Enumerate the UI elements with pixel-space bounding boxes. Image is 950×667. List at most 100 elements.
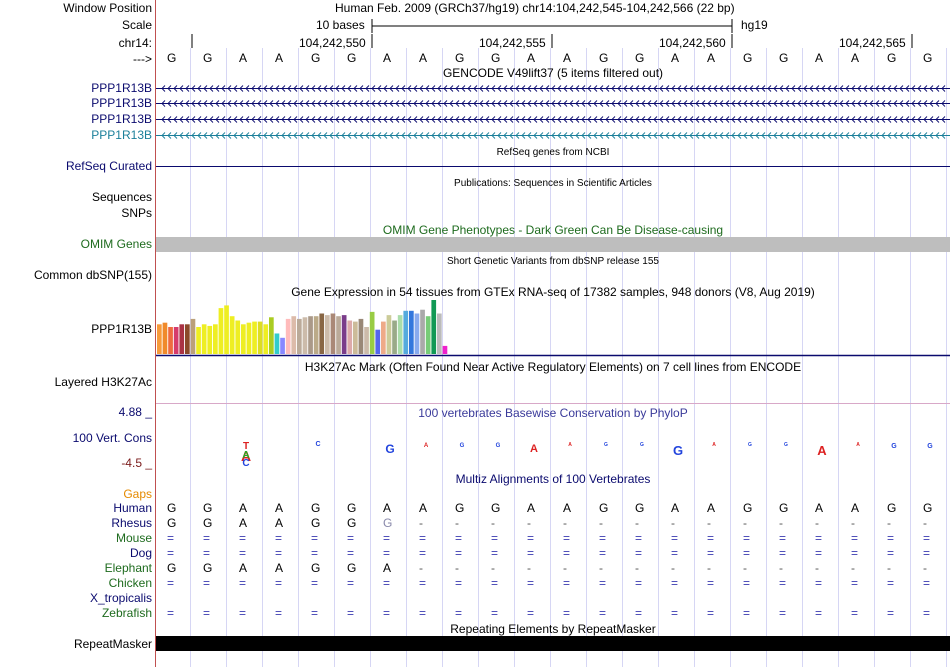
- alignment-base: G: [203, 501, 213, 515]
- alignment-base: -: [635, 516, 639, 530]
- alignment-base: -: [779, 516, 783, 530]
- gtex-tissue-bar: [409, 310, 414, 354]
- alignment-base: =: [527, 546, 535, 560]
- alignment-base: A: [383, 501, 392, 515]
- alignment-base: A: [707, 501, 716, 515]
- scale-bar: [371, 19, 733, 33]
- h3k27ac-title: H3K27Ac Mark (Often Found Near Active Re…: [304, 360, 802, 374]
- gtex-tissue-bar: [319, 313, 325, 354]
- refseq-title: RefSeq genes from NCBI: [496, 147, 610, 158]
- scale-label: Scale: [121, 18, 152, 32]
- alignment-base: -: [419, 561, 423, 575]
- alignment-base: -: [455, 561, 459, 575]
- gtex-tissue-bar: [241, 324, 246, 354]
- alignment-base: -: [635, 561, 639, 575]
- alignment-base: =: [383, 606, 391, 620]
- gencode-item-label[interactable]: PPP1R13B: [91, 81, 152, 95]
- multiz-title: Multiz Alignments of 100 Vertebrates: [455, 472, 651, 486]
- sequence-base: G: [923, 51, 933, 65]
- sequence-base: G: [743, 51, 753, 65]
- gtex-tissue-bar: [414, 313, 420, 354]
- alignment-base: =: [599, 576, 607, 590]
- gtex-tissue-bar: [162, 322, 168, 354]
- gencode-transcripts: [156, 85, 950, 139]
- repeatmasker-bar: [156, 636, 950, 651]
- alignment-base: -: [743, 516, 747, 530]
- sequence-base: G: [779, 51, 789, 65]
- gencode-item-label[interactable]: PPP1R13B: [91, 128, 152, 142]
- publications-label[interactable]: Sequences: [91, 190, 152, 204]
- gtex-tissue-bar: [302, 317, 308, 354]
- alignment-base: =: [203, 531, 211, 545]
- gtex-tissue-bar: [325, 315, 330, 354]
- alignment-base: =: [491, 531, 499, 545]
- gtex-tissue-bar: [420, 309, 425, 354]
- alignment-base: G: [167, 561, 177, 575]
- alignment-base: -: [599, 561, 603, 575]
- alignment-base: =: [239, 531, 247, 545]
- gencode-item-label[interactable]: PPP1R13B: [91, 112, 152, 126]
- alignment-base: -: [887, 561, 891, 575]
- gtex-tissue-bar: [179, 324, 185, 354]
- alignment-base: =: [671, 576, 679, 590]
- alignment-base: =: [887, 606, 895, 620]
- h3k27ac-label[interactable]: Layered H3K27Ac: [54, 375, 152, 389]
- alignment-base: =: [779, 606, 787, 620]
- alignment-base: =: [887, 546, 895, 560]
- window-position-label: Window Position: [63, 1, 152, 15]
- alignment-base: -: [815, 516, 819, 530]
- alignment-base: =: [455, 546, 463, 560]
- alignment-base: G: [599, 501, 609, 515]
- alignment-base: A: [563, 501, 572, 515]
- alignment-base: A: [815, 501, 824, 515]
- alignment-base: =: [851, 546, 859, 560]
- alignment-base: =: [527, 576, 535, 590]
- alignment-base: =: [671, 606, 679, 620]
- sequence-base: G: [203, 51, 213, 65]
- alignment-base: G: [455, 501, 465, 515]
- alignment-base: =: [491, 606, 499, 620]
- alignment-base: =: [635, 531, 643, 545]
- alignment-base: A: [851, 501, 860, 515]
- gtex-tissue-bar: [280, 337, 285, 354]
- strand-arrows: [161, 85, 946, 92]
- refseq-label[interactable]: RefSeq Curated: [65, 159, 152, 173]
- phylop-base-glyph: G: [385, 442, 394, 456]
- alignment-base: =: [311, 546, 319, 560]
- alignment-base: =: [815, 576, 823, 590]
- alignment-base: -: [923, 516, 927, 530]
- gencode-item-label[interactable]: PPP1R13B: [91, 96, 152, 110]
- species-label: Chicken: [108, 576, 152, 590]
- gtex-label[interactable]: PPP1R13B: [91, 322, 152, 336]
- publications-label-snps[interactable]: SNPs: [121, 206, 152, 220]
- alignment-base: =: [671, 531, 679, 545]
- repeatmasker-label[interactable]: RepeatMasker: [73, 637, 152, 651]
- gtex-tissue-bar: [257, 321, 263, 354]
- alignment-base: =: [455, 576, 463, 590]
- alignment-base: -: [491, 561, 495, 575]
- alignment-base: G: [923, 501, 933, 515]
- species-label: Rhesus: [111, 516, 152, 530]
- omim-label[interactable]: OMIM Genes: [80, 237, 152, 251]
- phylop-base-glyph: A: [530, 443, 538, 455]
- alignment-base: G: [779, 501, 789, 515]
- alignment-base: =: [635, 606, 643, 620]
- sequence-base: A: [239, 51, 248, 65]
- alignment-base: =: [167, 546, 175, 560]
- alignment-base: G: [311, 501, 321, 515]
- alignment-base: G: [491, 501, 501, 515]
- alignment-base: =: [599, 606, 607, 620]
- phylop-label[interactable]: 100 Vert. Cons: [72, 431, 152, 445]
- alignment-base: =: [635, 546, 643, 560]
- alignment-base: =: [419, 531, 427, 545]
- phylop-base-glyph: A: [817, 443, 827, 458]
- alignment-base: -: [527, 561, 531, 575]
- alignment-base: =: [563, 576, 571, 590]
- alignment-base: -: [707, 516, 711, 530]
- sequence-base: A: [671, 51, 680, 65]
- alignment-base: -: [671, 516, 675, 530]
- alignment-base: =: [815, 531, 823, 545]
- dbsnp-label[interactable]: Common dbSNP(155): [33, 268, 152, 282]
